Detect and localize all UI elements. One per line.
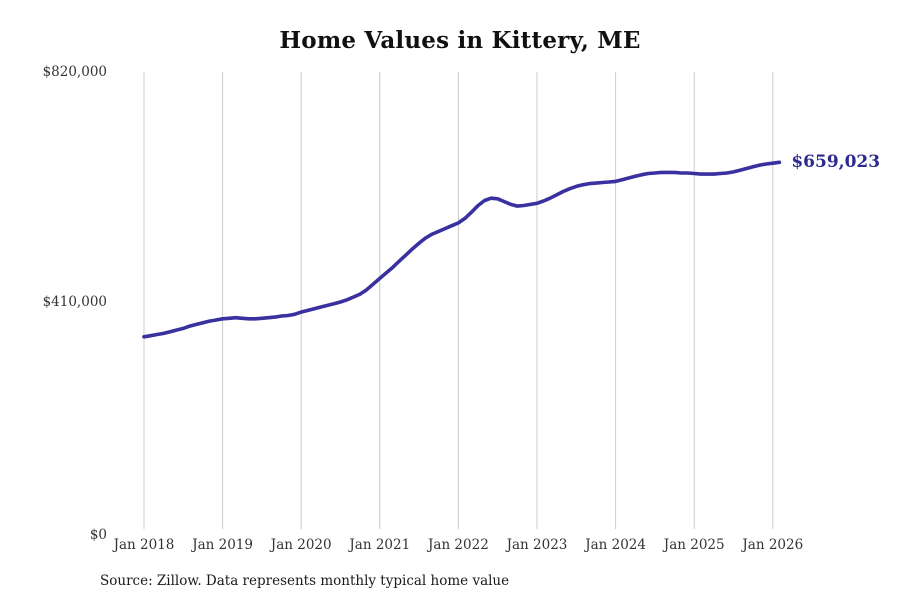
y-axis-tick-label: $820,000	[42, 64, 107, 80]
x-axis-tick-label: Jan 2025	[663, 537, 725, 553]
chart-title: Home Values in Kittery, ME	[279, 27, 641, 54]
x-axis-tick-label: Jan 2023	[506, 537, 568, 553]
gridlines	[143, 72, 774, 529]
x-axis-tick-label: Jan 2019	[192, 537, 253, 553]
x-axis-tick-label: Jan 2024	[585, 537, 646, 553]
latest-value-label: $659,023	[791, 152, 881, 173]
x-axis-tick-label: Jan 2026	[742, 537, 804, 553]
x-axis-tick-label: Jan 2022	[427, 537, 489, 553]
source-note: Source: Zillow. Data represents monthly …	[100, 573, 510, 589]
x-axis-tick-label: Jan 2018	[113, 537, 175, 553]
home-value-line-series	[142, 160, 782, 339]
y-axis-tick-label: $0	[89, 527, 107, 543]
y-axis-tick-label: $410,000	[42, 294, 107, 310]
x-axis-tick-label: Jan 2020	[270, 537, 332, 553]
x-axis-tick-label: Jan 2021	[349, 537, 411, 553]
